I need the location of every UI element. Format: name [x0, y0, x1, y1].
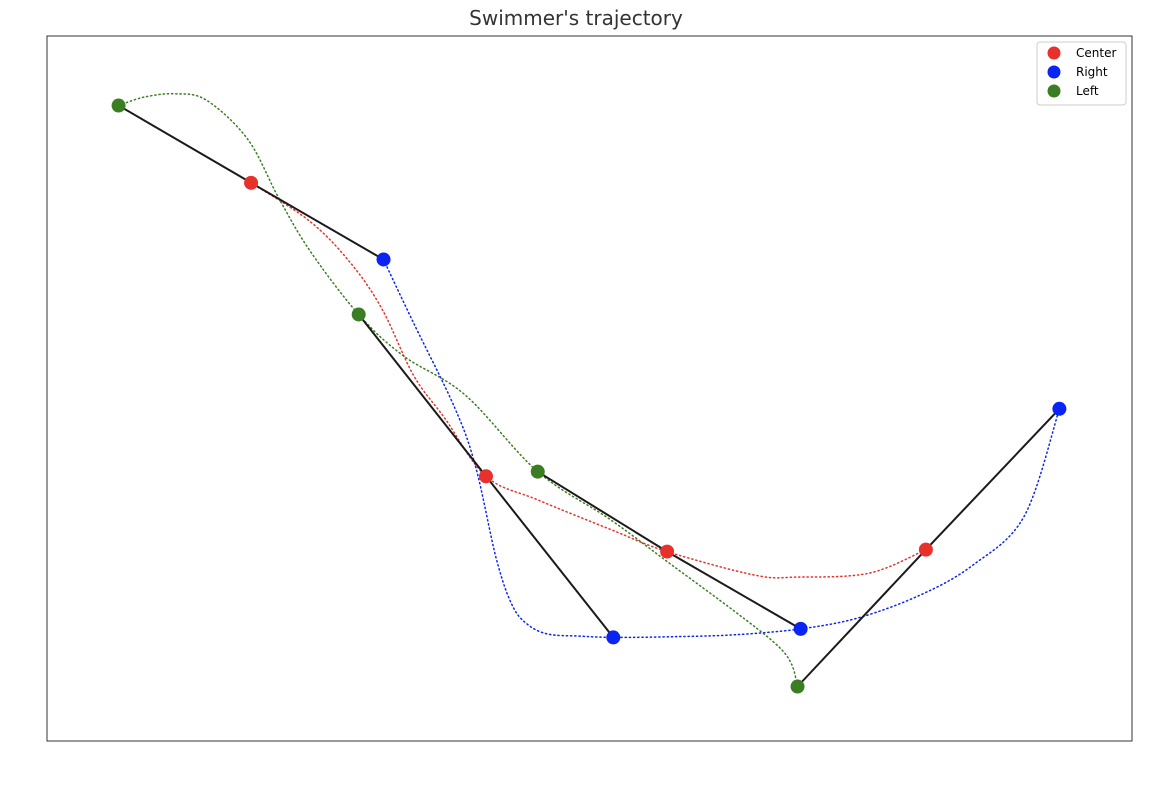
plot-frame: [46, 35, 1133, 742]
point-left-3: [530, 464, 545, 479]
point-center-2: [479, 469, 493, 484]
legend: Center Right Left: [1036, 41, 1127, 106]
legend-label-left: Left: [1076, 84, 1099, 98]
point-right-4: [1052, 401, 1067, 416]
point-left-1: [111, 98, 126, 113]
chart-title: Swimmer's trajectory: [469, 6, 683, 30]
point-center-4: [918, 542, 933, 557]
legend-label-center: Center: [1076, 46, 1116, 60]
legend-label-right: Right: [1076, 65, 1108, 79]
point-left-2: [351, 307, 366, 322]
point-right-2: [606, 630, 621, 645]
path-right: [382, 258, 1061, 639]
point-left-4: [790, 679, 805, 694]
path-left: [117, 92, 799, 688]
point-right-1: [376, 252, 391, 267]
point-right-3: [793, 621, 808, 636]
data-points: [111, 98, 1067, 694]
legend-marker-right: [1047, 65, 1061, 79]
legend-marker-left: [1047, 84, 1061, 98]
legend-marker-center: [1047, 46, 1061, 60]
point-center-1: [244, 175, 259, 190]
path-center: [250, 182, 927, 579]
trajectory-paths: [117, 92, 1061, 688]
point-center-3: [660, 544, 675, 559]
